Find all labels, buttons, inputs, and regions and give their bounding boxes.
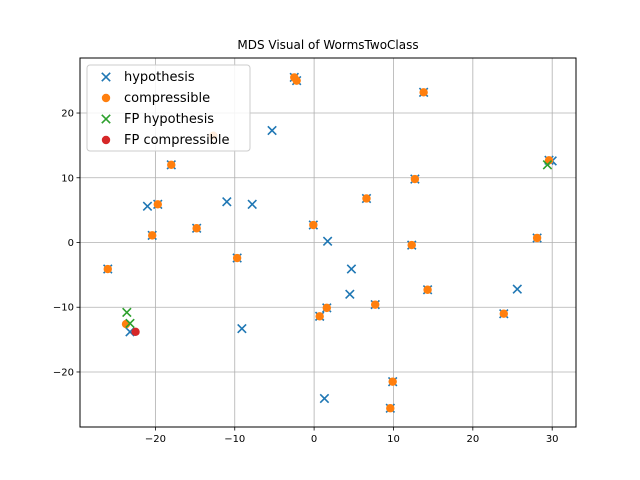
compressible-point [322, 303, 332, 313]
compressible-point [407, 240, 416, 250]
legend-label-fp-hypothesis: FP hypothesis [124, 112, 214, 127]
axis-ticks: −20 −10 0 10 20 30 −20 −10 0 10 20 [53, 109, 559, 445]
compressible-point [167, 160, 176, 170]
legend: hypothesis compressible FP hypothesis FP co… [86, 64, 251, 152]
fp-hypothesis-point [125, 318, 135, 329]
grid [80, 58, 576, 427]
compressible-point [388, 377, 397, 386]
legend-marker-compressible [101, 93, 111, 103]
compressible-point [532, 233, 542, 243]
compressible-point [292, 76, 301, 85]
data-points [103, 72, 557, 413]
hypothesis-point [222, 196, 232, 207]
compressible-point [544, 156, 554, 165]
hypothesis-point [247, 199, 257, 210]
fp-compressible-point [131, 327, 140, 337]
legend-label-compressible: compressible [124, 91, 210, 106]
legend-box [86, 64, 251, 152]
compressible-point [192, 224, 201, 233]
compressible-point [499, 309, 508, 318]
compressible-point [315, 312, 324, 321]
hypothesis-point [267, 125, 277, 136]
legend-label-fp-compressible: FP compressible [124, 133, 230, 148]
x-tick-label: 30 [546, 434, 559, 445]
compressible-point [386, 404, 395, 413]
compressible-point [309, 220, 318, 230]
x-tick-label: −20 [145, 434, 166, 445]
hypothesis-point [142, 201, 153, 212]
fp-hypothesis-point [542, 160, 553, 170]
hypothesis-point [319, 393, 330, 404]
hypothesis-point [237, 323, 247, 334]
compressible-point [410, 174, 420, 184]
plot-frame [79, 57, 577, 428]
x-tick-label: 20 [466, 434, 479, 445]
compressible-point [148, 231, 157, 240]
compressible-point [423, 285, 432, 294]
compressible-point [362, 194, 371, 203]
compressible-point [419, 88, 428, 97]
y-tick-label: 10 [61, 173, 74, 184]
compressible-point [153, 200, 162, 209]
legend-marker-hypothesis [101, 72, 111, 82]
fp-hypothesis-point [122, 307, 132, 318]
hypothesis-point [346, 264, 357, 274]
legend-marker-fp-hypothesis [101, 114, 111, 124]
compressible-point [371, 300, 380, 309]
hypothesis-point [512, 284, 523, 294]
hypothesis-point [322, 236, 333, 246]
x-tick-label: 10 [387, 434, 400, 445]
legend-marker-fp-compressible [101, 135, 111, 145]
y-tick-label: −20 [53, 367, 74, 378]
x-tick-label: −10 [224, 434, 245, 445]
x-tick-label: 0 [311, 434, 317, 445]
chart-title: MDS Visual of WormsTwoClass [237, 38, 418, 52]
y-tick-label: 20 [61, 109, 74, 120]
compressible-point [103, 264, 112, 274]
y-tick-label: −10 [53, 303, 74, 314]
compressible-point [232, 253, 242, 263]
hypothesis-point [345, 289, 355, 300]
y-tick-label: 0 [68, 238, 74, 249]
legend-label-hypothesis: hypothesis [124, 70, 195, 85]
